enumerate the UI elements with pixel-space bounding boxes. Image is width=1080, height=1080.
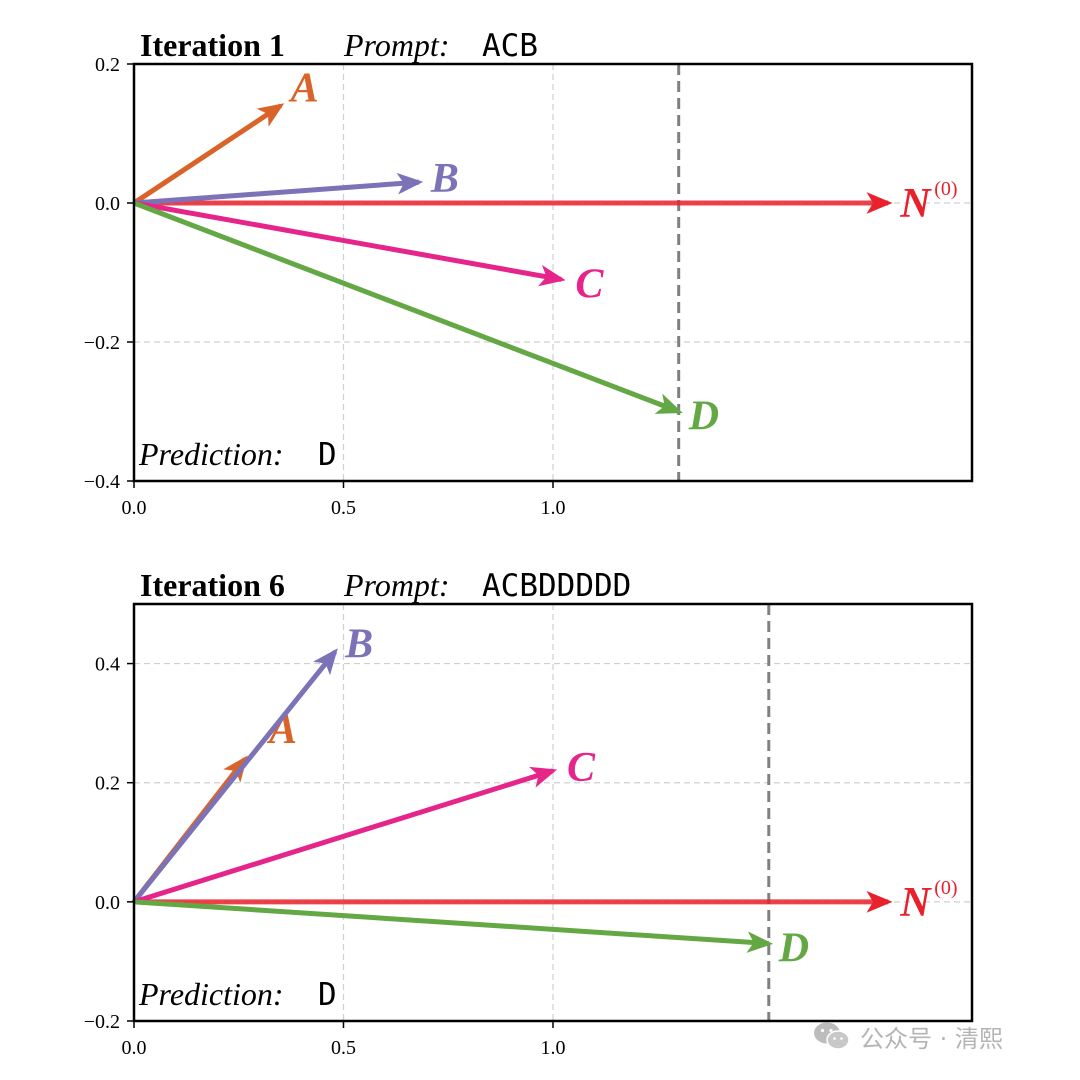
vector-a-arrow xyxy=(132,103,285,206)
x-tick-label: 0.0 xyxy=(122,497,147,519)
y-tick-label: 0.2 xyxy=(95,54,120,76)
vector-d-label: D xyxy=(778,926,809,972)
title-prompt-label: Prompt: xyxy=(343,567,449,603)
vector-b-arrow xyxy=(133,172,424,206)
vector-n-superscript: (0) xyxy=(934,877,957,899)
vector-d-arrow xyxy=(133,899,774,953)
x-tick-label: 0.0 xyxy=(122,1037,147,1059)
x-tick-label: 1.0 xyxy=(541,497,566,519)
title-prompt-label: Prompt: xyxy=(343,27,449,63)
y-tick-label: −0.2 xyxy=(84,332,120,354)
y-tick-label: 0.4 xyxy=(95,654,120,676)
panel-iteration-1: N (0) A B C D 0.0 0.5 1.0 −0.4 −0.2 0.0 0.2 Iteration… xyxy=(84,27,974,519)
vector-b-arrow xyxy=(132,648,338,904)
vector-b-label: B xyxy=(344,622,373,668)
vector-n-label: N xyxy=(899,880,932,926)
y-tick-label: −0.2 xyxy=(84,1011,120,1033)
vector-c-arrow xyxy=(133,766,558,905)
y-tick-label: 0.0 xyxy=(95,193,120,215)
vector-a-label: A xyxy=(288,66,319,112)
vector-n-label: N xyxy=(899,181,932,227)
watermark-text: 公众号 · 清熙 xyxy=(860,1024,1003,1053)
vector-b-label: B xyxy=(430,156,459,202)
vector-n-superscript: (0) xyxy=(934,178,957,200)
x-tick-label: 1.0 xyxy=(541,1037,566,1059)
prediction-value: D xyxy=(318,437,337,473)
y-tick-label: −0.4 xyxy=(84,471,120,493)
title-iteration: Iteration 6 xyxy=(140,567,285,603)
vector-c-label: C xyxy=(575,261,604,307)
title-iteration: Iteration 1 xyxy=(140,27,285,63)
y-tick-label: 0.0 xyxy=(95,892,120,914)
x-tick-label: 0.5 xyxy=(331,1037,356,1059)
x-tick-label: 0.5 xyxy=(331,497,356,519)
vector-d-label: D xyxy=(688,394,719,440)
vector-c-label: C xyxy=(567,745,596,791)
prediction-label: Prediction: xyxy=(138,976,284,1012)
title-prompt-value: ACB xyxy=(482,28,538,64)
y-tick-label: 0.2 xyxy=(95,773,120,795)
vector-c-arrow xyxy=(133,200,566,287)
wechat-icon xyxy=(814,1022,850,1050)
title-prompt-value: ACBDDDDD xyxy=(482,568,631,604)
prediction-value: D xyxy=(318,977,337,1013)
vector-d-arrow xyxy=(133,200,683,414)
watermark: 公众号 · 清熙 xyxy=(812,1016,1003,1056)
prediction-label: Prediction: xyxy=(138,436,284,472)
